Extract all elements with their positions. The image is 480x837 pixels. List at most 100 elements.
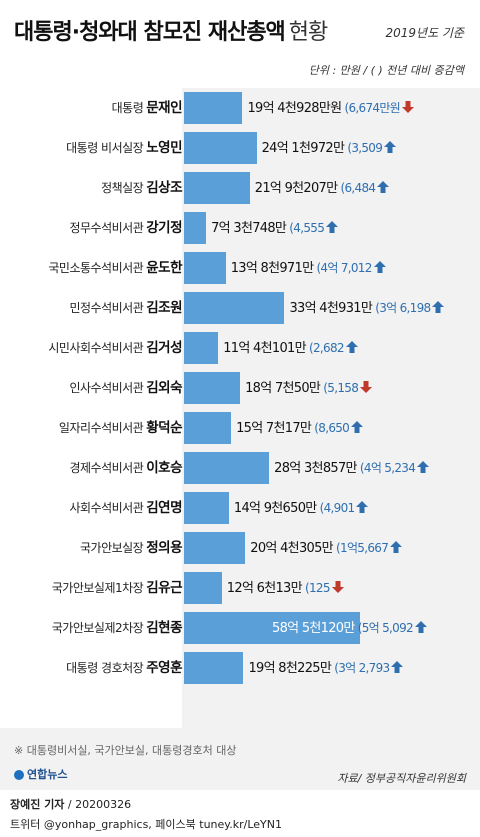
amount-text: 28억 3천857만: [274, 461, 357, 476]
amount-text: 19억 8천225만: [248, 661, 332, 676]
row-label: 국민소통수석비서관 윤도한: [48, 248, 182, 288]
bar: [184, 92, 243, 124]
person-name: 김외숙: [146, 380, 182, 396]
value-label: 13억 8천971만 (4억 7,012: [231, 248, 386, 288]
chart-row: 시민사회수석비서관 김거성 11억 4천101만 (2,682: [0, 328, 480, 368]
value-label: 18억 7천50만 (5,158: [245, 368, 373, 408]
header: [0, 0, 480, 88]
value-label: 12억 6천13만 (125: [227, 568, 344, 608]
up-arrow-icon: [373, 261, 386, 273]
value-label: 20억 4천305만 (1억5,667: [250, 528, 403, 568]
person-name: 김상조: [146, 180, 182, 196]
yonhap-logo: 연합뉴스: [14, 766, 67, 782]
year-note: 2019년도 기준: [385, 26, 464, 40]
row-label: 대통령 문재인: [112, 88, 183, 128]
change-text: (4억 7,012: [313, 261, 372, 275]
up-arrow-icon: [384, 141, 397, 153]
chart-row: 경제수석비서관 이호승 28억 3천857만 (4억 5,234: [0, 448, 480, 488]
logo-text: 연합뉴스: [27, 768, 68, 781]
chart-row: 정무수석비서관 강기정 7억 3천748만 (4,555: [0, 208, 480, 248]
amount-text: 11억 4천101만: [223, 341, 306, 356]
chart-row: 정책실장 김상조 21억 9천207만 (6,484: [0, 168, 480, 208]
reporter-name: 장예진 기자: [10, 798, 65, 811]
bar: [184, 532, 246, 564]
bar-chart: 대통령 문재인 19억 4천928만원 (6,674만원 대통령 비서실장 노영민 24억…: [0, 88, 480, 728]
bar: [184, 172, 250, 204]
change-text: (4,555: [286, 221, 325, 235]
change-text: (3억 6,198: [372, 301, 431, 315]
value-label: 24억 1천972만 (3,509: [262, 128, 397, 168]
change-text: (2,682: [305, 341, 345, 355]
title-suffix: 현황: [288, 20, 328, 45]
role-label: 국가안보실제1차장: [51, 581, 144, 595]
row-label: 대통령 경호처장 주영훈: [66, 648, 182, 688]
row-label: 국가안보실제2차장 김현종: [52, 608, 183, 648]
bar: [184, 412, 232, 444]
change-text: (1억5,667: [332, 541, 389, 555]
bar: [184, 132, 257, 164]
person-name: 김유근: [146, 580, 182, 596]
person-name: 강기정: [146, 220, 182, 236]
person-name: 김조원: [146, 300, 182, 316]
row-label: 정책실장 김상조: [101, 168, 182, 208]
amount-text: 19억 4천928만원: [247, 101, 342, 116]
row-label: 정무수석비서관 강기정: [69, 208, 182, 248]
role-label: 일자리수석비서관: [58, 421, 144, 435]
row-label: 국가안보실제1차장 김유근: [51, 568, 183, 608]
title-main: 대통령·청와대 참모진 재산총액: [14, 20, 286, 45]
logo-icon: [14, 770, 24, 780]
up-arrow-icon: [417, 461, 430, 473]
role-label: 정무수석비서관: [69, 221, 144, 235]
bar: [184, 612, 360, 644]
change-text: (8,650: [311, 421, 350, 435]
value-label: 11억 4천101만 (2,682: [223, 328, 358, 368]
down-arrow-icon: [331, 581, 344, 593]
person-name: 김연명: [146, 500, 182, 516]
value-label: 14억 9천650만 (4,901: [234, 488, 369, 528]
value-label: 28억 3천857만 (4억 5,234: [274, 448, 430, 488]
value-label: 7억 3천748만 (4,555: [211, 208, 339, 248]
person-name: 이호승: [146, 460, 182, 476]
bar: [184, 452, 270, 484]
up-arrow-icon: [414, 621, 427, 633]
chart-row: 국가안보실장 정의용 20억 4천305만 (1억5,667: [0, 528, 480, 568]
role-label: 사회수석비서관: [69, 501, 144, 515]
chart-row: 대통령 문재인 19억 4천928만원 (6,674만원: [0, 88, 480, 128]
chart-row: 대통령 비서실장 노영민 24억 1천972만 (3,509: [0, 128, 480, 168]
person-name: 김거성: [146, 340, 182, 356]
chart-row: 민정수석비서관 김조원 33억 4천931만 (3억 6,198: [0, 288, 480, 328]
amount-text: 24억 1천972만: [261, 141, 345, 156]
down-arrow-icon: [360, 381, 373, 393]
row-label: 대통령 비서실장 노영민: [66, 128, 182, 168]
role-label: 정책실장: [101, 181, 144, 195]
person-name: 주영훈: [146, 660, 182, 676]
amount-text: 33억 4천931만: [289, 301, 373, 316]
change-text: (4억 5,234: [356, 461, 416, 475]
change-text: (5억 5,092: [354, 621, 414, 635]
change-text: (6,484: [337, 181, 377, 195]
row-label: 사회수석비서관 김연명: [69, 488, 182, 528]
bar: [184, 332, 219, 364]
amount-text: 18억 7천50만: [245, 381, 321, 396]
chart-row: 사회수석비서관 김연명 14억 9천650만 (4,901: [0, 488, 480, 528]
up-arrow-icon: [356, 501, 369, 513]
row-label: 인사수석비서관 김외숙: [69, 368, 182, 408]
row-label: 국가안보실장 정의용: [79, 528, 183, 568]
bar: [184, 212, 207, 244]
row-label: 경제수석비서관 이호승: [69, 448, 182, 488]
amount-text: 15억 7천17만: [236, 421, 312, 436]
value-label: 58억 5천120만 (5억 5,092: [272, 608, 427, 648]
value-label: 21억 9천207만 (6,484: [255, 168, 390, 208]
role-label: 대통령 비서실장: [66, 141, 144, 155]
footnote: ※ 대통령비서실, 국가안보실, 대통령경호처 대상: [14, 744, 237, 757]
up-arrow-icon: [390, 541, 403, 553]
role-label: 인사수석비서관: [69, 381, 144, 395]
person-name: 문재인: [146, 100, 182, 116]
bar: [184, 652, 244, 684]
role-label: 민정수석비서관: [69, 301, 144, 315]
role-label: 시민사회수석비서관: [48, 341, 144, 355]
role-label: 국가안보실장: [79, 541, 144, 555]
change-text: (5,158: [320, 381, 359, 395]
amount-text: 20억 4천305만: [250, 541, 333, 556]
role-label: 경제수석비서관: [69, 461, 144, 475]
